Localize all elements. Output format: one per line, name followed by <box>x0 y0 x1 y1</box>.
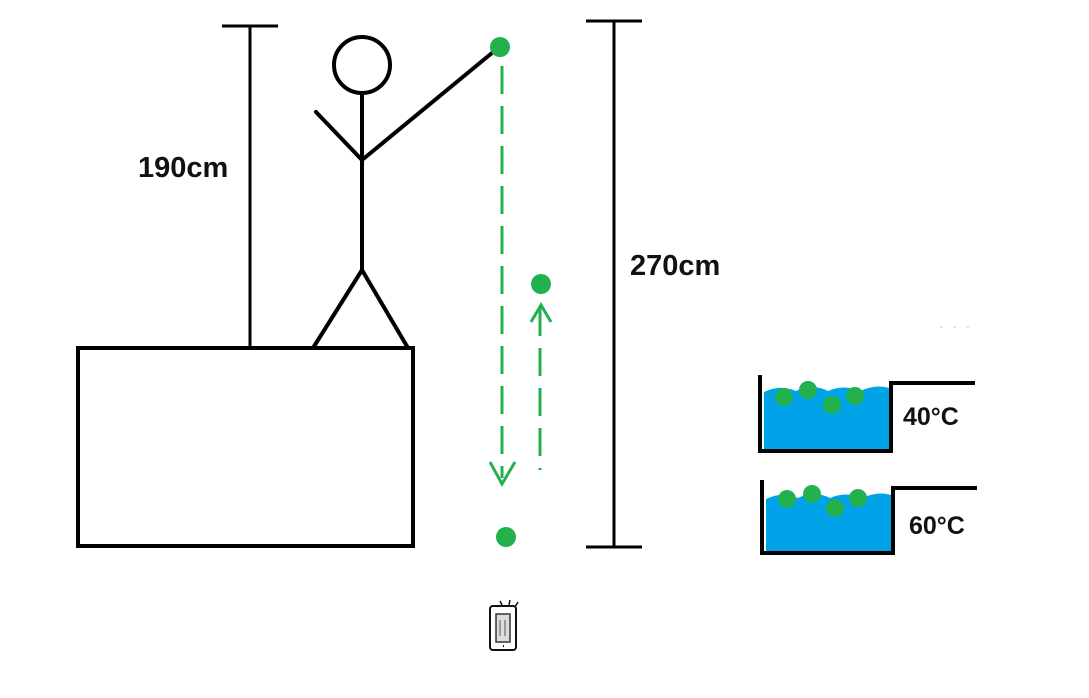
water-bath-60 <box>760 480 977 555</box>
ball-bounce <box>531 274 551 294</box>
height-270-label: 270cm <box>630 250 720 282</box>
ball-start <box>490 37 510 57</box>
height-270-bar <box>586 19 642 549</box>
ball-ground <box>496 527 516 547</box>
water-bath-40 <box>758 375 975 453</box>
phone-icon <box>489 599 519 651</box>
height-190-label: 190cm <box>138 152 228 184</box>
fall-arrow-head <box>488 461 517 488</box>
temp-40-label: 40°C <box>903 403 959 431</box>
height-190-bar <box>222 24 278 348</box>
box-platform <box>76 346 415 548</box>
stick-figure <box>311 35 500 350</box>
temp-60-label: 60°C <box>909 512 965 540</box>
bounce-arrow-head <box>529 302 553 323</box>
